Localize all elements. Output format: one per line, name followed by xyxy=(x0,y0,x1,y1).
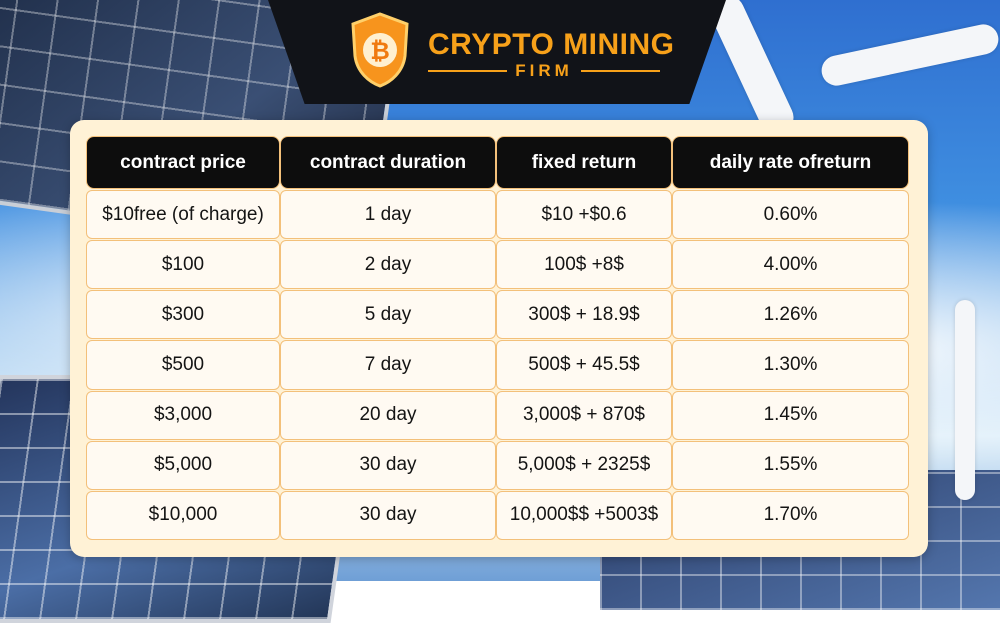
pricing-table: contract price contract duration fixed r… xyxy=(86,136,909,541)
cell-contract-duration: 7 day xyxy=(280,340,496,390)
brand-banner xyxy=(268,0,726,104)
cell-contract-price: $10,000 xyxy=(86,490,280,540)
cell-fixed-return: 10,000$$ +5003$ xyxy=(496,490,672,540)
svg-text:₿: ₿ xyxy=(370,38,390,65)
header-contract-price: contract price xyxy=(86,136,280,189)
cell-daily-rate: 1.26% xyxy=(672,290,909,340)
cell-daily-rate: 0.60% xyxy=(672,190,909,240)
brand-title: CRYPTO MINING xyxy=(428,28,675,61)
cell-contract-price: $100 xyxy=(86,240,280,290)
cell-contract-price: $300 xyxy=(86,290,280,340)
cell-fixed-return: 5,000$ + 2325$ xyxy=(496,440,672,490)
cell-daily-rate: 1.45% xyxy=(672,390,909,440)
cell-fixed-return: 3,000$ + 870$ xyxy=(496,390,672,440)
cell-daily-rate: 4.00% xyxy=(672,240,909,290)
header-daily-rate: daily rate ofreturn xyxy=(672,136,909,189)
cell-daily-rate: 1.55% xyxy=(672,440,909,490)
bitcoin-shield-icon: ₿ xyxy=(351,12,409,88)
cell-fixed-return: 100$ +8$ xyxy=(496,240,672,290)
cell-daily-rate: 1.70% xyxy=(672,490,909,540)
header-fixed-return: fixed return xyxy=(496,136,672,189)
header-contract-duration: contract duration xyxy=(280,136,496,189)
cell-contract-duration: 5 day xyxy=(280,290,496,340)
cell-contract-duration: 20 day xyxy=(280,390,496,440)
cell-contract-duration: 2 day xyxy=(280,240,496,290)
cell-contract-price: $500 xyxy=(86,340,280,390)
brand-subtitle: FIRM xyxy=(515,61,573,80)
cell-fixed-return: $10 +$0.6 xyxy=(496,190,672,240)
cell-fixed-return: 500$ + 45.5$ xyxy=(496,340,672,390)
cell-fixed-return: 300$ + 18.9$ xyxy=(496,290,672,340)
cell-contract-duration: 1 day xyxy=(280,190,496,240)
wind-turbine-image xyxy=(955,300,975,500)
cell-daily-rate: 1.30% xyxy=(672,340,909,390)
cell-contract-price: $10free (of charge) xyxy=(86,190,280,240)
cell-contract-price: $5,000 xyxy=(86,440,280,490)
cell-contract-duration: 30 day xyxy=(280,490,496,540)
cell-contract-price: $3,000 xyxy=(86,390,280,440)
divider xyxy=(580,70,661,72)
divider xyxy=(428,70,508,72)
brand-subtitle-row: FIRM xyxy=(428,61,661,80)
cell-contract-duration: 30 day xyxy=(280,440,496,490)
